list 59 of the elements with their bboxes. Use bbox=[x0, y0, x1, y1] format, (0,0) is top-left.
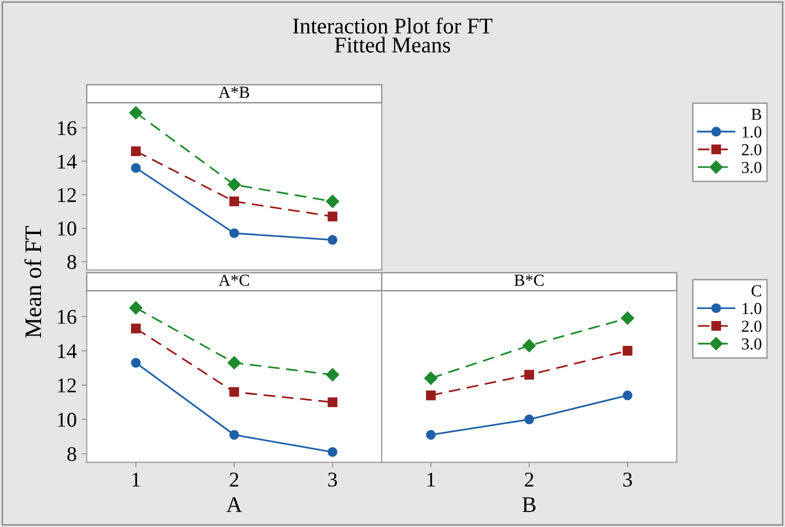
point bbox=[328, 447, 338, 457]
point bbox=[524, 370, 534, 380]
chart-title: B*C bbox=[514, 274, 544, 286]
legend-label: 1.0 bbox=[742, 302, 762, 314]
point bbox=[328, 212, 338, 222]
point bbox=[328, 235, 338, 245]
y-tick-label: 16 bbox=[58, 310, 76, 324]
x-axis-title: B bbox=[522, 497, 536, 512]
legend-title: C bbox=[752, 285, 762, 296]
point bbox=[622, 390, 632, 400]
x-tick-label: 2 bbox=[524, 472, 534, 486]
chart-title: A*B bbox=[218, 86, 250, 98]
legend-label: 3.0 bbox=[742, 162, 762, 174]
point bbox=[426, 390, 436, 400]
x-tick-label: 1 bbox=[132, 472, 140, 486]
legend-title: B bbox=[751, 108, 762, 120]
point bbox=[228, 356, 241, 370]
point bbox=[131, 324, 141, 334]
point bbox=[131, 146, 141, 156]
point bbox=[620, 312, 634, 325]
x-tick-label: 3 bbox=[328, 472, 337, 487]
point bbox=[229, 196, 240, 206]
point bbox=[426, 430, 436, 440]
legend-label: 1.0 bbox=[742, 126, 762, 138]
chart-title: A*C bbox=[218, 274, 250, 286]
y-tick-label: 10 bbox=[58, 222, 76, 236]
y-tick-label: 14 bbox=[58, 344, 77, 358]
point bbox=[131, 163, 141, 173]
point bbox=[622, 346, 632, 356]
point bbox=[522, 339, 536, 352]
point bbox=[326, 368, 340, 382]
point bbox=[229, 430, 240, 440]
point bbox=[129, 301, 142, 314]
point bbox=[229, 387, 240, 397]
x-tick-label: 3 bbox=[623, 472, 632, 487]
legend-label: 3.0 bbox=[742, 338, 762, 350]
point bbox=[229, 228, 240, 238]
point bbox=[228, 178, 241, 192]
y-tick-label: 10 bbox=[58, 412, 76, 427]
point bbox=[131, 358, 141, 368]
point bbox=[328, 397, 338, 408]
x-tick-label: 2 bbox=[230, 472, 238, 486]
y-tick-label: 12 bbox=[58, 188, 76, 202]
legend-label: 2.0 bbox=[742, 320, 762, 332]
y-tick-label: 16 bbox=[58, 121, 76, 136]
y-axis-title: Mean of FT bbox=[24, 226, 42, 338]
point bbox=[524, 414, 534, 424]
y-tick-label: 14 bbox=[58, 154, 77, 168]
point bbox=[326, 194, 340, 208]
text: Interaction Plot for FT bbox=[293, 18, 492, 34]
x-tick-label: 1 bbox=[427, 472, 435, 486]
y-tick-label: 12 bbox=[58, 378, 76, 392]
point bbox=[129, 106, 142, 120]
text: Fitted Means bbox=[334, 36, 450, 53]
y-tick-label: 8 bbox=[67, 255, 76, 270]
x-axis-title: A bbox=[226, 497, 242, 512]
point bbox=[424, 372, 438, 385]
y-tick-label: 8 bbox=[67, 447, 76, 462]
legend-label: 2.0 bbox=[742, 144, 762, 156]
